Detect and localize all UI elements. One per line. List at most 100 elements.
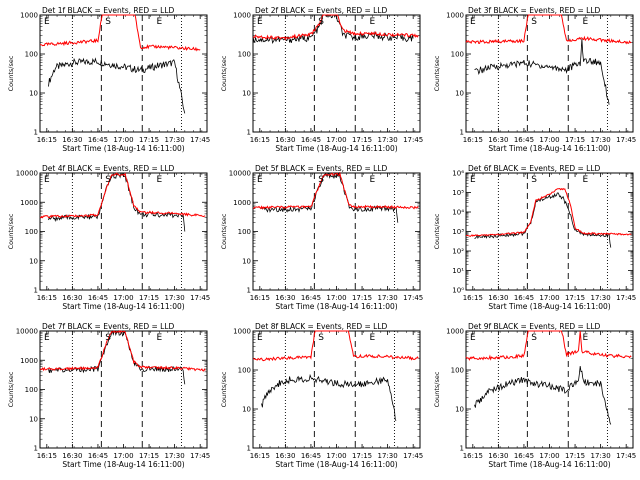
x-axis-label: Start Time (18-Aug-14 16:11:00) xyxy=(488,302,610,311)
x-tick-label: 16:45 xyxy=(301,294,321,302)
x-tick-label: 16:45 xyxy=(514,294,534,302)
y-tick-label: 1 xyxy=(34,287,38,295)
segment-marker-label: S xyxy=(318,333,324,343)
y-tick-label: 10³ xyxy=(452,228,464,236)
y-tick-label: 100 xyxy=(238,51,251,59)
x-tick-label: 17:45 xyxy=(403,136,423,144)
y-tick-label: 1 xyxy=(460,445,464,453)
x-tick-label: 17:00 xyxy=(326,452,346,460)
x-tick-label: 16:15 xyxy=(250,452,270,460)
x-tick-label: 17:45 xyxy=(616,136,636,144)
x-tick-label: 17:45 xyxy=(190,294,210,302)
x-tick-label: 17:30 xyxy=(591,452,611,460)
x-tick-label: 16:15 xyxy=(37,136,57,144)
y-tick-label: 100 xyxy=(25,51,38,59)
y-tick-label: 1000 xyxy=(20,357,38,365)
x-tick-label: 17:00 xyxy=(539,294,559,302)
x-tick-label: 16:15 xyxy=(37,294,57,302)
y-tick-label: 10⁰ xyxy=(452,287,464,295)
y-tick-label: 1 xyxy=(247,445,251,453)
segment-marker-label: S xyxy=(531,175,537,185)
x-tick-label: 16:45 xyxy=(301,452,321,460)
chart-title: Det 3f BLACK = Events, RED = LLD xyxy=(468,6,601,15)
x-tick-label: 16:30 xyxy=(275,136,295,144)
chart-title: Det 8f BLACK = Events, RED = LLD xyxy=(255,322,388,331)
y-tick-label: 100 xyxy=(451,367,464,375)
x-tick-label: 17:00 xyxy=(326,294,346,302)
x-tick-label: 17:30 xyxy=(165,136,185,144)
segment-marker-label: E xyxy=(369,333,375,343)
lld-series-line xyxy=(39,330,206,372)
x-tick-label: 16:30 xyxy=(62,452,82,460)
y-tick-label: 1000 xyxy=(233,12,251,20)
y-axis-label: Counts/sec xyxy=(7,213,15,249)
y-tick-label: 10⁶ xyxy=(452,170,464,178)
x-tick-label: 17:45 xyxy=(403,294,423,302)
x-tick-label: 17:30 xyxy=(378,294,398,302)
y-axis-label: Counts/sec xyxy=(433,55,441,91)
x-tick-label: 16:30 xyxy=(488,294,508,302)
segment-marker-label: E xyxy=(257,175,263,185)
x-tick-label: 16:30 xyxy=(488,452,508,460)
y-tick-label: 1000 xyxy=(233,199,251,207)
x-tick-label: 16:45 xyxy=(514,452,534,460)
x-tick-label: 17:00 xyxy=(326,136,346,144)
x-tick-label: 17:30 xyxy=(591,136,611,144)
x-tick-label: 17:30 xyxy=(378,452,398,460)
segment-marker-label: E xyxy=(369,17,375,27)
x-tick-label: 16:45 xyxy=(88,452,108,460)
y-axis-label: Counts/sec xyxy=(220,213,228,249)
y-tick-label: 10¹ xyxy=(452,267,464,275)
x-tick-label: 16:15 xyxy=(463,294,483,302)
lld-series-line xyxy=(252,14,419,41)
x-tick-label: 16:45 xyxy=(88,294,108,302)
y-tick-label: 100 xyxy=(238,228,251,236)
segment-marker-label: E xyxy=(156,333,162,343)
x-tick-label: 17:00 xyxy=(113,452,133,460)
chart-panel-9: Det 9f BLACK = Events, RED = LLD 1 10 100 10… xyxy=(433,322,636,469)
x-axis-label: Start Time (18-Aug-14 16:11:00) xyxy=(275,144,397,153)
y-tick-label: 10000 xyxy=(229,170,251,178)
x-axis-label: Start Time (18-Aug-14 16:11:00) xyxy=(488,460,610,469)
x-tick-label: 16:45 xyxy=(301,136,321,144)
x-tick-label: 17:00 xyxy=(539,452,559,460)
segment-marker-label: S xyxy=(105,175,111,185)
x-tick-label: 16:30 xyxy=(488,136,508,144)
segment-marker-label: E xyxy=(44,333,50,343)
y-tick-label: 1 xyxy=(34,129,38,137)
x-axis-label: Start Time (18-Aug-14 16:11:00) xyxy=(275,302,397,311)
x-axis-label: Start Time (18-Aug-14 16:11:00) xyxy=(62,144,184,153)
y-tick-label: 10² xyxy=(452,248,464,256)
x-tick-label: 16:45 xyxy=(514,136,534,144)
y-tick-label: 100 xyxy=(25,228,38,236)
lld-series-line xyxy=(465,187,632,237)
y-tick-label: 10 xyxy=(242,406,251,414)
segment-marker-label: S xyxy=(105,17,111,27)
events-series-line xyxy=(48,57,186,114)
y-tick-label: 10⁵ xyxy=(452,189,464,197)
segment-marker-label: E xyxy=(257,333,263,343)
lld-series-line xyxy=(465,330,632,361)
y-tick-label: 10 xyxy=(29,90,38,98)
x-tick-label: 17:45 xyxy=(403,452,423,460)
y-axis-label: Counts/sec xyxy=(433,371,441,407)
x-tick-label: 17:15 xyxy=(565,294,585,302)
x-tick-label: 16:30 xyxy=(62,294,82,302)
x-tick-label: 17:30 xyxy=(165,294,185,302)
y-tick-label: 10000 xyxy=(16,170,38,178)
segment-marker-label: E xyxy=(470,333,476,343)
y-tick-label: 10 xyxy=(455,406,464,414)
x-axis-label: Start Time (18-Aug-14 16:11:00) xyxy=(488,144,610,153)
segment-marker-label: S xyxy=(531,17,537,27)
x-tick-label: 17:15 xyxy=(565,136,585,144)
segment-marker-label: E xyxy=(44,175,50,185)
segment-marker-label: S xyxy=(531,333,537,343)
chart-title: Det 7f BLACK = Events, RED = LLD xyxy=(42,322,175,331)
chart-title: Det 2f BLACK = Events, RED = LLD xyxy=(255,6,388,15)
x-axis-label: Start Time (18-Aug-14 16:11:00) xyxy=(62,460,184,469)
x-tick-label: 16:30 xyxy=(62,136,82,144)
events-series-line xyxy=(474,365,612,425)
y-tick-label: 100 xyxy=(25,386,38,394)
